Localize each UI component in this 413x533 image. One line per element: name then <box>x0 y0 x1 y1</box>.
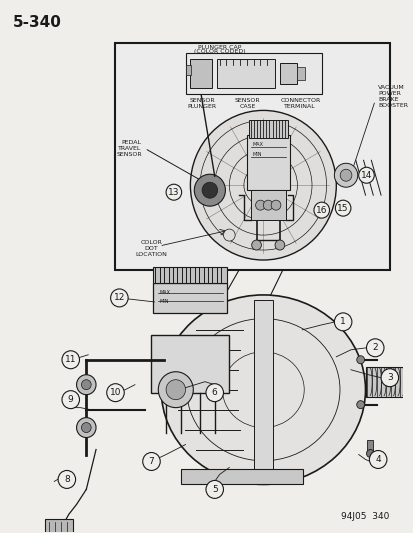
Bar <box>216 59 274 88</box>
Circle shape <box>166 184 181 200</box>
Text: (COLOR CODED): (COLOR CODED) <box>193 49 245 53</box>
Text: 94J05  340: 94J05 340 <box>341 512 389 521</box>
Circle shape <box>206 384 223 402</box>
Text: 14: 14 <box>360 171 371 180</box>
Circle shape <box>263 200 273 210</box>
Circle shape <box>339 169 351 181</box>
Text: 9: 9 <box>68 395 74 404</box>
Text: PLUNGER CAP: PLUNGER CAP <box>197 45 241 50</box>
Circle shape <box>62 391 79 409</box>
Bar <box>248 120 287 139</box>
Bar <box>365 367 408 397</box>
Text: 5-340: 5-340 <box>12 15 61 30</box>
Text: 15: 15 <box>337 204 348 213</box>
Bar <box>153 267 227 283</box>
Text: 7: 7 <box>148 457 154 466</box>
Circle shape <box>334 313 351 331</box>
Text: 3: 3 <box>386 373 392 382</box>
Bar <box>250 190 285 220</box>
Circle shape <box>380 369 398 386</box>
Bar <box>151 335 229 393</box>
Bar <box>185 53 321 94</box>
Circle shape <box>76 417 96 438</box>
Text: VACUUM
POWER
BRAKE
BOOSTER: VACUUM POWER BRAKE BOOSTER <box>377 85 407 108</box>
Text: 12: 12 <box>114 294 125 302</box>
Circle shape <box>202 182 217 198</box>
Circle shape <box>110 289 128 307</box>
Text: 1: 1 <box>339 317 345 326</box>
Circle shape <box>81 379 91 390</box>
Circle shape <box>358 167 373 183</box>
Bar <box>279 62 297 84</box>
Text: MIN: MIN <box>252 152 261 157</box>
Circle shape <box>271 200 280 210</box>
Circle shape <box>76 375 96 394</box>
Circle shape <box>81 423 91 433</box>
Circle shape <box>166 379 185 400</box>
Text: 6: 6 <box>211 388 217 397</box>
Circle shape <box>366 449 373 457</box>
Bar <box>367 440 373 454</box>
Bar <box>190 59 211 88</box>
Circle shape <box>107 384 124 402</box>
Circle shape <box>190 110 335 260</box>
Circle shape <box>142 453 160 471</box>
Bar <box>253 300 273 480</box>
Circle shape <box>313 202 329 218</box>
Text: 2: 2 <box>372 343 377 352</box>
Text: SENSOR
PLUNGER: SENSOR PLUNGER <box>187 99 216 109</box>
Text: 8: 8 <box>64 475 69 484</box>
Text: MIN: MIN <box>159 300 169 304</box>
Bar <box>246 135 289 190</box>
Circle shape <box>255 200 265 210</box>
Bar <box>153 283 227 313</box>
Text: MAX: MAX <box>252 142 263 147</box>
Text: 5: 5 <box>211 485 217 494</box>
Bar <box>185 64 191 75</box>
Circle shape <box>334 163 357 187</box>
Text: PEDAL
TRAVEL
SENSOR: PEDAL TRAVEL SENSOR <box>116 140 141 157</box>
Text: 10: 10 <box>109 388 121 397</box>
Text: SENSOR
CASE: SENSOR CASE <box>235 99 260 109</box>
Bar <box>45 519 73 533</box>
Circle shape <box>335 200 350 216</box>
Bar <box>180 470 302 484</box>
Circle shape <box>194 174 225 206</box>
Text: 13: 13 <box>168 188 179 197</box>
Ellipse shape <box>161 295 365 484</box>
Circle shape <box>223 229 235 241</box>
Circle shape <box>368 450 386 469</box>
Circle shape <box>356 356 364 364</box>
Text: COLOR
DOT
LOCATION: COLOR DOT LOCATION <box>135 240 167 257</box>
Circle shape <box>356 401 364 409</box>
Circle shape <box>58 471 76 488</box>
Circle shape <box>251 240 261 250</box>
Text: 16: 16 <box>315 206 327 215</box>
Bar <box>115 43 389 270</box>
Circle shape <box>206 480 223 498</box>
Bar <box>297 67 304 80</box>
Circle shape <box>62 351 79 369</box>
Text: 4: 4 <box>375 455 380 464</box>
Text: CONNECTOR
TERMINAL: CONNECTOR TERMINAL <box>280 99 320 109</box>
Circle shape <box>366 339 383 357</box>
Text: 11: 11 <box>65 356 76 364</box>
Circle shape <box>274 240 284 250</box>
Text: MAX: MAX <box>159 290 170 295</box>
Circle shape <box>158 372 193 408</box>
